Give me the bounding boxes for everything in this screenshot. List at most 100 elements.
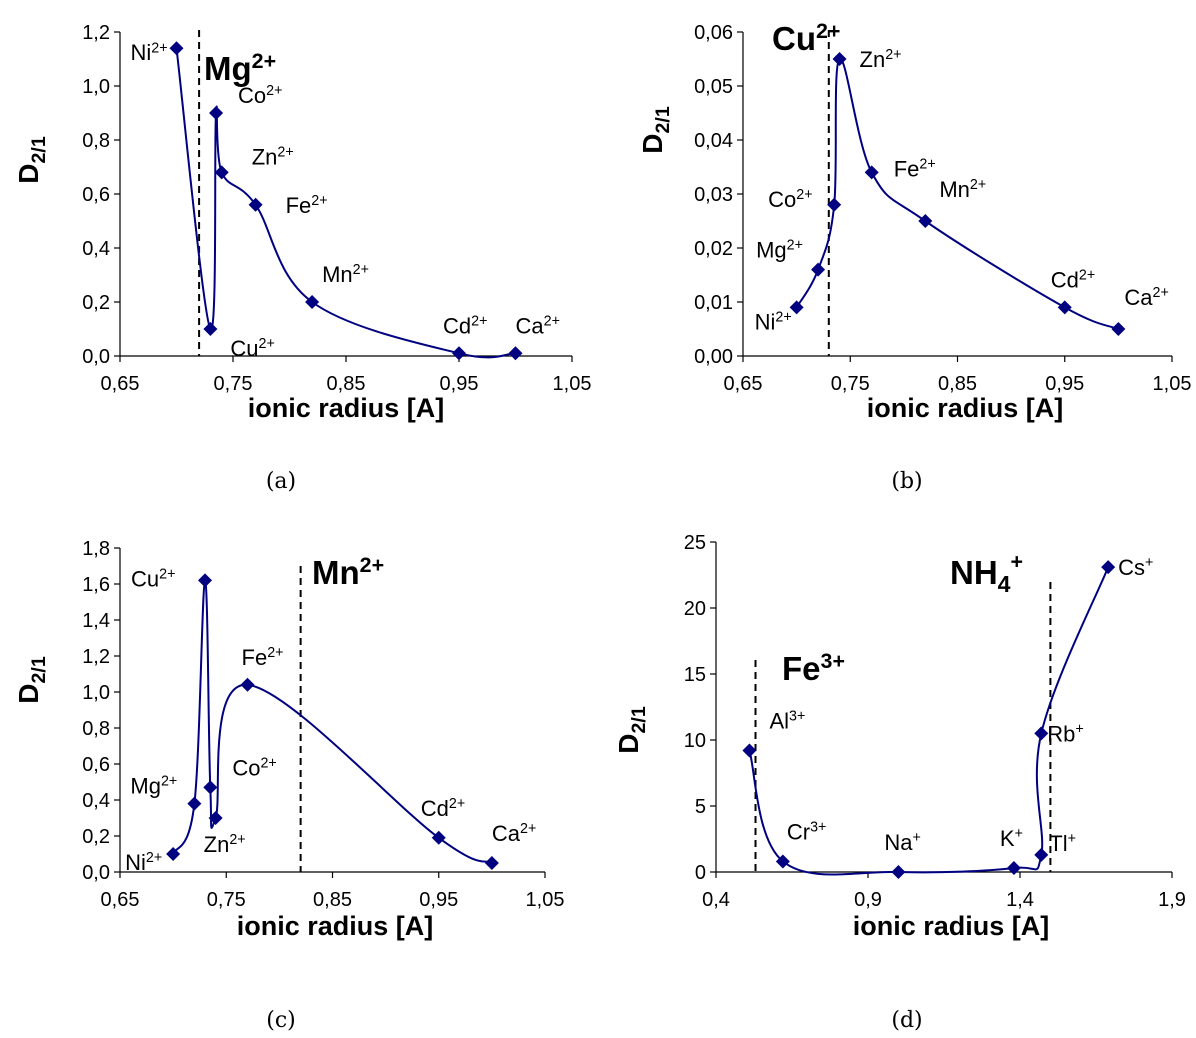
x-tick-label: 0,65 <box>101 889 140 911</box>
x-tick-label: 0,85 <box>938 373 977 395</box>
x-tick-label: 0,95 <box>1045 373 1084 395</box>
y-tick-label: 1,2 <box>82 646 110 668</box>
series-line <box>795 57 1119 330</box>
y-tick-label: 1,0 <box>82 76 110 98</box>
data-label-rb: Rb+ <box>1047 721 1083 746</box>
x-tick-label: 0,95 <box>440 373 479 395</box>
data-point <box>214 165 229 180</box>
panel-caption: (d) <box>891 1008 922 1033</box>
y-tick-label: 0,04 <box>694 130 733 152</box>
data-label-cu: Cu2+ <box>131 566 175 591</box>
y-axis-label: D2/1 <box>637 106 674 154</box>
x-tick-label: 1,05 <box>526 889 565 911</box>
second-ion-label: Fe3+ <box>782 649 845 687</box>
data-point <box>918 214 933 228</box>
y-tick-label: 1,2 <box>82 22 110 44</box>
y-tick-label: 0,03 <box>694 184 733 206</box>
data-point <box>775 854 790 869</box>
data-point <box>305 295 320 309</box>
main-ion-label: NH4+ <box>950 549 1023 597</box>
data-point <box>166 847 181 861</box>
y-tick-label: 0 <box>695 862 706 884</box>
y-tick-label: 0,02 <box>694 238 733 260</box>
data-point <box>208 811 223 825</box>
y-tick-label: 1,4 <box>82 610 110 632</box>
y-tick-label: 5 <box>695 796 706 818</box>
data-point <box>198 573 212 588</box>
data-label-ca: Ca2+ <box>492 821 536 846</box>
data-label-zn: Zn2+ <box>860 47 902 72</box>
data-point <box>891 865 906 879</box>
data-point <box>209 106 224 120</box>
y-tick-label: 0,4 <box>82 238 110 260</box>
y-tick-label: 15 <box>684 664 706 686</box>
y-tick-label: 0,01 <box>694 292 733 314</box>
y-tick-label: 0,06 <box>694 22 733 44</box>
series-line <box>172 579 493 864</box>
data-label-ni: Ni2+ <box>125 850 162 875</box>
x-tick-label: 0,95 <box>419 889 458 911</box>
data-label-co: Co2+ <box>238 83 282 108</box>
chart-panel-d: 0 5 10 15 20 25 0,4 0,9 1,4 1,9 Al3+ Cr3+ Na+ K+ Tl+ Rb… <box>613 532 1186 1033</box>
y-tick-label: 0,0 <box>82 346 110 368</box>
x-tick-label: 0,85 <box>313 889 352 911</box>
data-label-na: Na+ <box>884 830 920 855</box>
data-label-ni: Ni2+ <box>131 40 168 65</box>
data-point <box>240 677 255 692</box>
y-axis-label: D2/1 <box>613 706 650 754</box>
y-axis-label: D2/1 <box>13 136 50 184</box>
x-tick-label: 1,9 <box>1158 889 1186 911</box>
panel-caption: (b) <box>891 469 922 494</box>
x-tick-label: 1,05 <box>553 373 592 395</box>
y-tick-label: 0,00 <box>694 346 733 368</box>
series-line <box>175 48 516 359</box>
y-tick-label: 25 <box>684 532 706 554</box>
data-label-mn: Mn2+ <box>939 177 986 202</box>
data-point <box>832 52 847 66</box>
data-label-mg: Mg2+ <box>756 238 803 263</box>
chart-panel-c: 0,0 0,2 0,4 0,6 0,8 1,0 1,2 1,4 1,6 1,8 0,65 0,75 0,… <box>13 538 564 1033</box>
y-tick-label: 0,8 <box>82 718 110 740</box>
y-tick-label: 0,2 <box>82 826 110 848</box>
x-tick-label: 0,75 <box>207 889 246 911</box>
panel-caption: (a) <box>266 469 296 494</box>
x-tick-label: 1,4 <box>1006 889 1034 911</box>
data-label-cr: Cr3+ <box>787 819 827 844</box>
y-tick-label: 10 <box>684 730 706 752</box>
y-tick-label: 0,6 <box>82 184 110 206</box>
x-axis-label: ionic radius [A] <box>867 393 1064 423</box>
data-label-cd: Cd2+ <box>1051 267 1095 292</box>
data-point <box>187 796 202 811</box>
data-point <box>452 346 466 361</box>
chart-panel-a: 0,0 0,2 0,4 0,6 0,8 1,0 1,2 0,65 0,75 0,85 0,95 1,0… <box>13 22 591 494</box>
x-tick-label: 0,65 <box>724 373 763 395</box>
main-ion-label: Mn2+ <box>312 553 384 591</box>
data-point <box>1057 300 1072 315</box>
data-point <box>1034 847 1049 862</box>
data-label-al: Al3+ <box>769 709 805 734</box>
data-point <box>431 830 446 845</box>
x-tick-label: 0,75 <box>831 373 870 395</box>
x-tick-label: 1,05 <box>1153 373 1192 395</box>
x-tick-label: 0,9 <box>854 889 882 911</box>
data-label-cs: Cs+ <box>1118 555 1153 580</box>
data-label-fe: Fe2+ <box>242 645 284 670</box>
data-label-cd: Cd2+ <box>421 796 465 821</box>
y-axis-label: D2/1 <box>13 656 50 704</box>
data-label-ca: Ca2+ <box>1124 285 1168 310</box>
y-tick-label: 1,8 <box>82 538 110 560</box>
x-tick-label: 0,65 <box>101 373 140 395</box>
data-label-mg: Mg2+ <box>130 774 177 799</box>
data-point <box>203 322 218 336</box>
y-tick-label: 1,6 <box>82 574 110 596</box>
data-point <box>1006 861 1021 876</box>
data-point <box>811 262 826 277</box>
panel-caption: (c) <box>266 1008 296 1033</box>
y-tick-label: 0,6 <box>82 754 110 776</box>
data-label-cu: Cu2+ <box>230 336 274 361</box>
y-tick-label: 0,05 <box>694 76 733 98</box>
x-tick-label: 0,4 <box>702 889 730 911</box>
data-label-cd: Cd2+ <box>443 313 487 338</box>
data-point <box>1101 560 1116 575</box>
data-label-co: Co2+ <box>232 755 276 780</box>
